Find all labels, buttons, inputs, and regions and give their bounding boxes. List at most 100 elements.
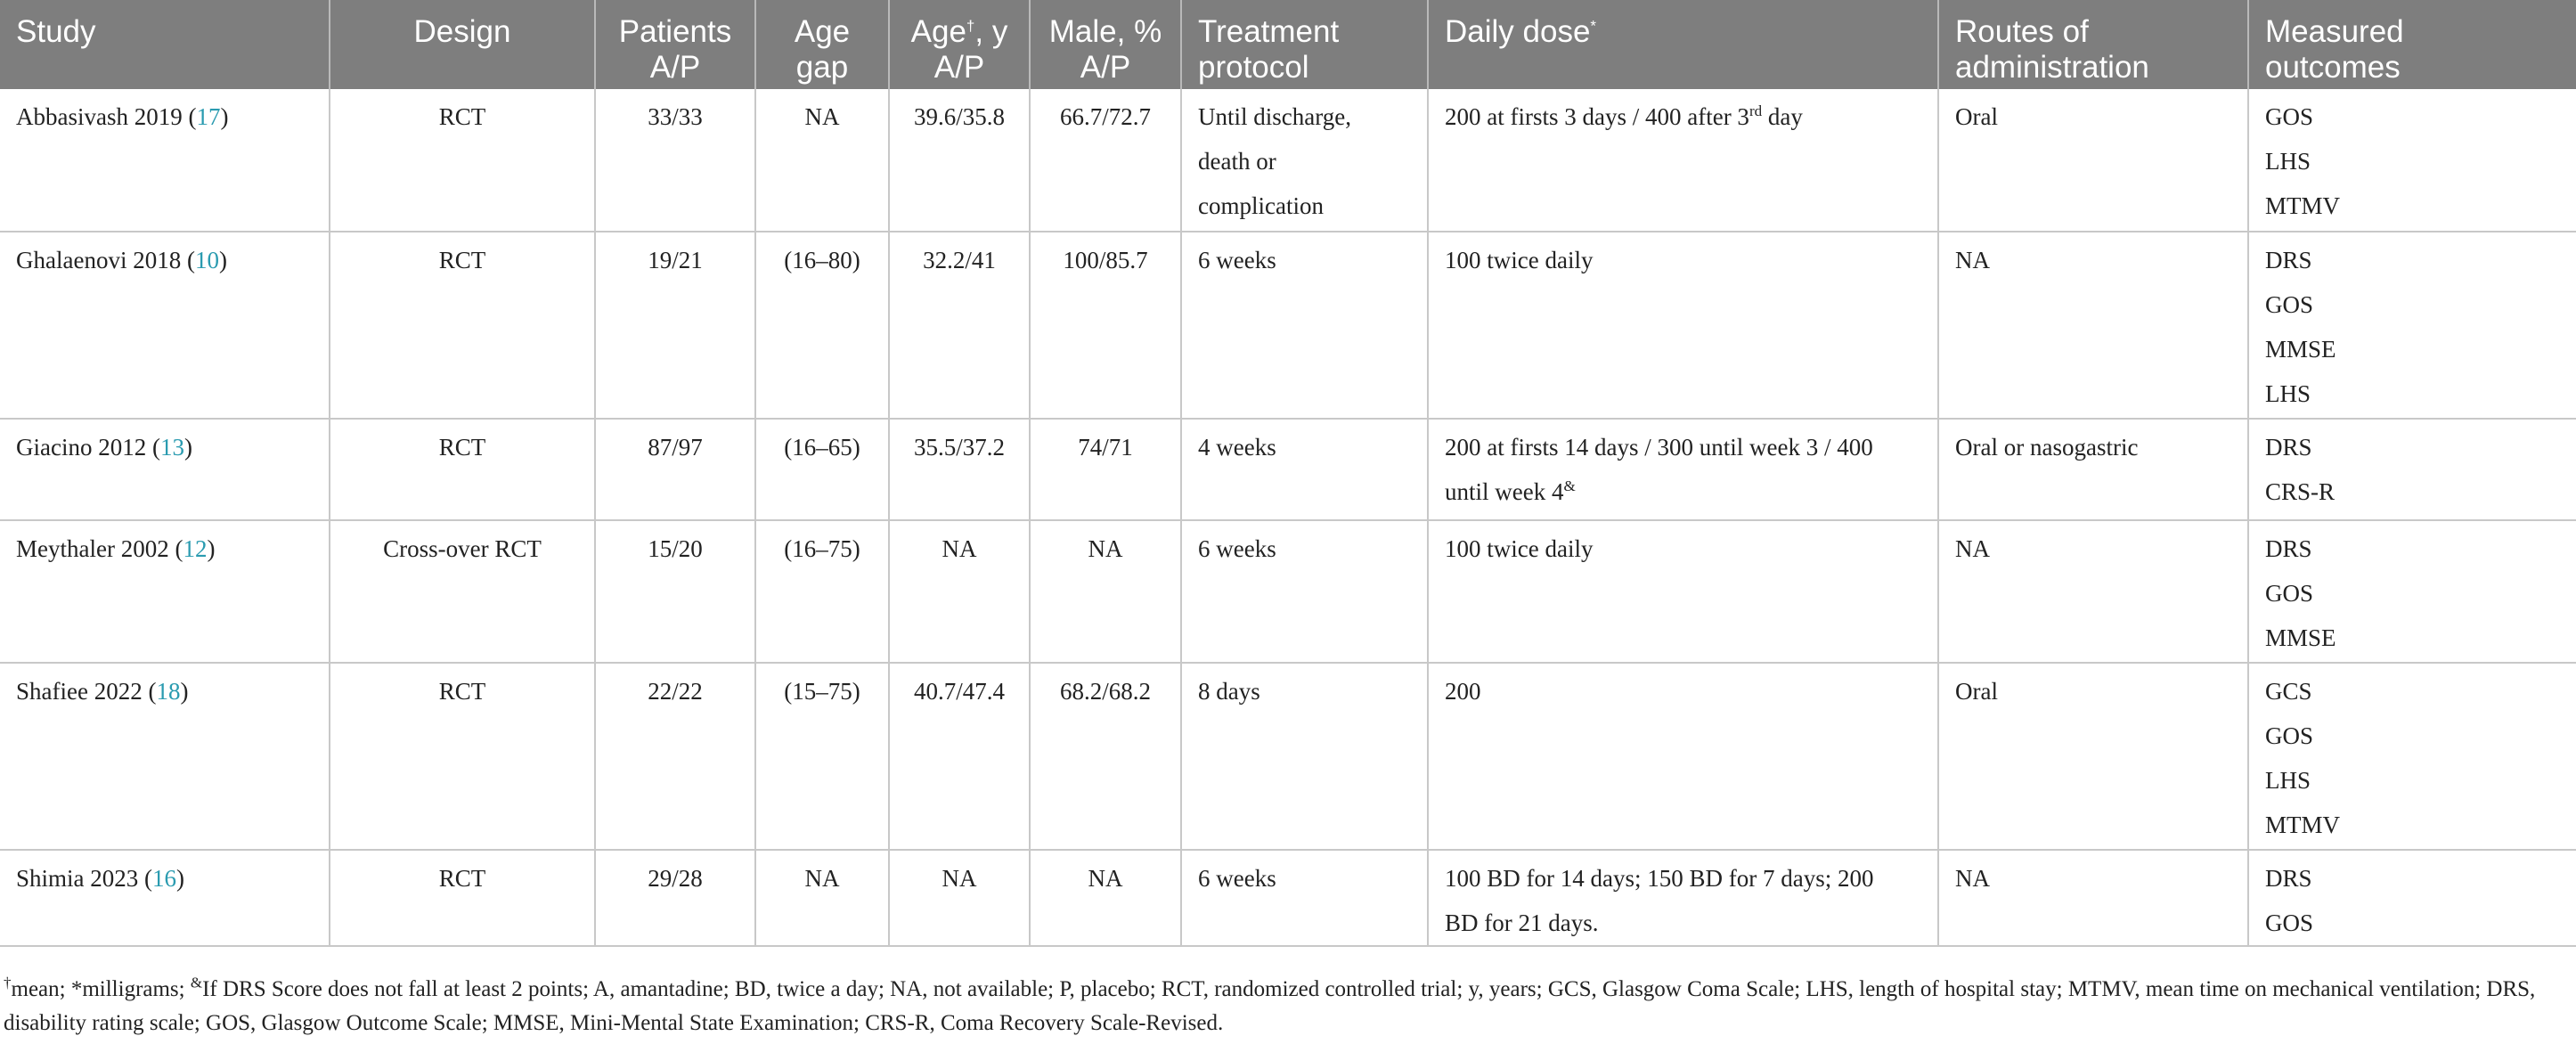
cell-age: NA — [889, 850, 1031, 947]
cell-design: RCT — [330, 89, 596, 232]
outcome-item: LHS — [2265, 767, 2311, 794]
header-study: Study — [0, 0, 330, 89]
cell-design: RCT — [330, 850, 596, 947]
cell-routes: Oral — [1938, 89, 2249, 232]
outcome-item: LHS — [2265, 148, 2311, 175]
cell-age-gap: (16–80) — [755, 232, 890, 420]
cell-age-gap: (16–65) — [755, 419, 890, 521]
cell-daily-dose: 100 twice daily — [1428, 520, 1939, 664]
table-row: Abbasivash 2019 (17) RCT 33/33 NA 39.6/35.8 6… — [0, 89, 2576, 232]
outcome-item: DRS — [2265, 535, 2312, 562]
outcome-item: GOS — [2265, 103, 2314, 130]
cell-study: Shimia 2023 (16) — [0, 850, 330, 947]
reference-link[interactable]: 18 — [156, 678, 181, 705]
outcome-item: CRS-R — [2265, 478, 2336, 505]
header-patients: Patients A/P — [595, 0, 756, 89]
cell-routes: NA — [1938, 850, 2249, 947]
header-outcomes: Measured outcomes — [2248, 0, 2576, 89]
cell-treatment: 6 weeks — [1181, 520, 1429, 664]
cell-patients: 19/21 — [595, 232, 756, 420]
outcome-item: GOS — [2265, 722, 2314, 749]
cell-outcomes: DRS CRS-R — [2248, 419, 2576, 521]
cell-outcomes: DRS GOS MMSE — [2248, 520, 2576, 664]
cell-patients: 29/28 — [595, 850, 756, 947]
cell-treatment: 6 weeks — [1181, 232, 1429, 420]
cell-patients: 33/33 — [595, 89, 756, 232]
table-body: Abbasivash 2019 (17) RCT 33/33 NA 39.6/35.8 6… — [0, 89, 2576, 947]
cell-study: Ghalaenovi 2018 (10) — [0, 232, 330, 420]
cell-male: 74/71 — [1030, 419, 1182, 521]
cell-male: NA — [1030, 520, 1182, 664]
cell-male: 66.7/72.7 — [1030, 89, 1182, 232]
reference-link[interactable]: 17 — [196, 103, 221, 130]
cell-age-gap: NA — [755, 89, 890, 232]
cell-study: Abbasivash 2019 (17) — [0, 89, 330, 232]
cell-patients: 15/20 — [595, 520, 756, 664]
outcome-item: LHS — [2265, 380, 2311, 407]
outcome-item: MMSE — [2265, 336, 2336, 363]
cell-age: 35.5/37.2 — [889, 419, 1031, 521]
outcome-item: GOS — [2265, 580, 2314, 607]
cell-patients: 22/22 — [595, 663, 756, 851]
cell-design: Cross-over RCT — [330, 520, 596, 664]
cell-age-gap: (16–75) — [755, 520, 890, 664]
cell-daily-dose: 200 at firsts 3 days / 400 after 3rd day — [1428, 89, 1939, 232]
cell-patients: 87/97 — [595, 419, 756, 521]
outcome-item: DRS — [2265, 247, 2312, 273]
cell-outcomes: GCS GOS LHS MTMV — [2248, 663, 2576, 851]
table-row: Shafiee 2022 (18) RCT 22/22 (15–75) 40.7/47.… — [0, 663, 2576, 851]
cell-daily-dose: 100 twice daily — [1428, 232, 1939, 420]
cell-daily-dose: 100 BD for 14 days; 150 BD for 7 days; 2… — [1428, 850, 1939, 947]
header-routes: Routes of administration — [1938, 0, 2249, 89]
cell-study: Giacino 2012 (13) — [0, 419, 330, 521]
reference-link[interactable]: 16 — [152, 865, 176, 892]
table-row: Shimia 2023 (16) RCT 29/28 NA NA NA 6 weeks 100… — [0, 850, 2576, 947]
cell-study: Shafiee 2022 (18) — [0, 663, 330, 851]
cell-routes: NA — [1938, 232, 2249, 420]
cell-routes: Oral or nasogastric — [1938, 419, 2249, 521]
cell-daily-dose: 200 at firsts 14 days / 300 until week 3… — [1428, 419, 1939, 521]
cell-daily-dose: 200 — [1428, 663, 1939, 851]
header-design: Design — [330, 0, 596, 89]
table-row: Meythaler 2002 (12) Cross-over RCT 15/20 (1… — [0, 520, 2576, 664]
cell-design: RCT — [330, 419, 596, 521]
cell-routes: NA — [1938, 520, 2249, 664]
cell-routes: Oral — [1938, 663, 2249, 851]
header-male: Male, % A/P — [1030, 0, 1182, 89]
cell-treatment: 8 days — [1181, 663, 1429, 851]
cell-outcomes: DRS GOS MMSE LHS — [2248, 232, 2576, 420]
reference-link[interactable]: 12 — [183, 535, 208, 562]
reference-link[interactable]: 10 — [194, 247, 219, 273]
cell-male: 68.2/68.2 — [1030, 663, 1182, 851]
cell-age: 39.6/35.8 — [889, 89, 1031, 232]
outcome-item: GOS — [2265, 291, 2314, 318]
outcome-item: GCS — [2265, 678, 2312, 705]
cell-treatment: Until discharge, death or complication — [1181, 89, 1429, 232]
cell-age: 40.7/47.4 — [889, 663, 1031, 851]
header-age: Age†, y A/P — [889, 0, 1031, 89]
cell-study: Meythaler 2002 (12) — [0, 520, 330, 664]
table-row: Ghalaenovi 2018 (10) RCT 19/21 (16–80) 32.2/… — [0, 232, 2576, 420]
outcome-item: MTMV — [2265, 812, 2341, 838]
outcome-item: MTMV — [2265, 192, 2341, 219]
cell-age-gap: (15–75) — [755, 663, 890, 851]
cell-treatment: 6 weeks — [1181, 850, 1429, 947]
outcome-item: DRS — [2265, 434, 2312, 461]
table-row: Giacino 2012 (13) RCT 87/97 (16–65) 35.5/37.… — [0, 419, 2576, 521]
cell-design: RCT — [330, 232, 596, 420]
cell-outcomes: GOS LHS MTMV — [2248, 89, 2576, 232]
cell-age-gap: NA — [755, 850, 890, 947]
cell-male: 100/85.7 — [1030, 232, 1182, 420]
cell-design: RCT — [330, 663, 596, 851]
outcome-item: MMSE — [2265, 624, 2336, 651]
cell-treatment: 4 weeks — [1181, 419, 1429, 521]
header-treatment: Treatment protocol — [1181, 0, 1429, 89]
reference-link[interactable]: 13 — [159, 434, 184, 461]
outcome-item: GOS — [2265, 909, 2314, 936]
cell-male: NA — [1030, 850, 1182, 947]
cell-outcomes: DRS GOS — [2248, 850, 2576, 947]
